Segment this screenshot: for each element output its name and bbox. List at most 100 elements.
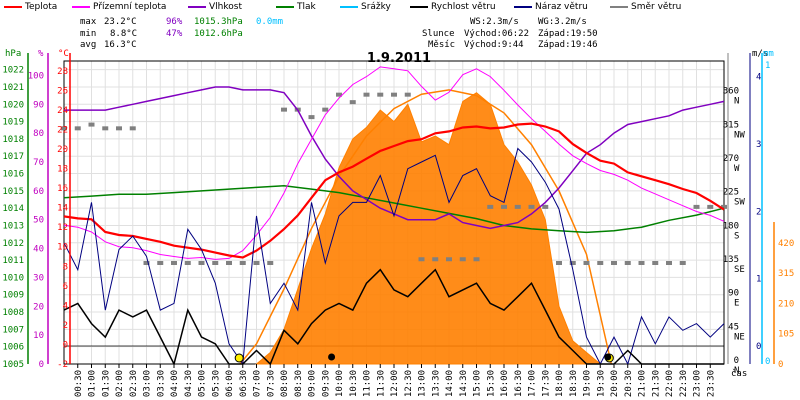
- x-tick-label: 22:30: [679, 370, 689, 397]
- temperature-axis-tick: 14: [57, 204, 68, 214]
- legend-item: Vlhkost: [188, 1, 242, 13]
- x-tick-label: 13:30: [431, 370, 441, 397]
- info-sun-set: Západ:19:50: [538, 29, 598, 39]
- direction-compass: N: [734, 97, 739, 107]
- x-tick-label: 04:00: [170, 370, 180, 397]
- wind-direction-point: [404, 92, 411, 97]
- x-tick-label: 07:30: [266, 370, 276, 397]
- legend-swatch: [610, 5, 628, 8]
- wind-direction-point: [487, 204, 494, 209]
- wind-direction-point: [116, 126, 122, 131]
- humidity-axis-tick: 80: [33, 129, 44, 139]
- wind-direction-point: [679, 261, 686, 265]
- humidity-axis-tick: 60: [33, 187, 44, 197]
- moonrise-marker: [328, 353, 336, 361]
- x-tick-label: 20:30: [624, 370, 634, 397]
- stat-avg-label: avg: [80, 40, 97, 50]
- info-moon-set: Západ:19:46: [538, 40, 598, 50]
- wind-direction-point: [61, 126, 67, 131]
- wind-direction-point: [157, 261, 164, 265]
- direction-compass: SE: [734, 265, 745, 275]
- pressure-axis-tick: 1010: [2, 273, 24, 283]
- legend-swatch: [276, 5, 294, 8]
- x-tick-label: 02:30: [129, 370, 139, 397]
- humidity-axis-tick: 50: [33, 216, 44, 226]
- x-tick-label: 08:30: [294, 370, 304, 397]
- legend-item: Tlak: [276, 1, 316, 13]
- wind-direction-point: [102, 126, 109, 131]
- wind-gust-line: [63, 147, 725, 366]
- stat-min-temp: 8.8°C: [110, 29, 138, 39]
- legend-swatch: [340, 5, 358, 8]
- direction-tick: 270: [723, 154, 739, 164]
- x-tick-label: 21:00: [638, 370, 648, 397]
- stat-min-hum: 47%: [166, 29, 183, 39]
- x-tick-label: 15:30: [486, 370, 496, 397]
- wind-direction-point: [459, 257, 466, 262]
- wind-direction-point: [253, 261, 260, 265]
- pressure-axis-tick: 1017: [2, 152, 24, 162]
- wind-direction-point: [391, 92, 397, 97]
- legend-swatch: [72, 5, 90, 8]
- temperature-axis-tick: 22: [57, 125, 68, 135]
- x-tick-label: 10:30: [349, 370, 359, 397]
- temperature-axis-tick: 4: [63, 301, 68, 311]
- legend-swatch: [410, 5, 428, 8]
- humidity-axis-tick: 20: [33, 302, 44, 312]
- direction-tick: 45: [728, 322, 739, 332]
- wind-direction-point: [721, 204, 727, 209]
- legend-item: Srážky: [340, 1, 391, 13]
- pressure-axis-tick: 1013: [2, 221, 24, 231]
- legend-label: Vlhkost: [209, 2, 242, 12]
- x-tick-label: 16:00: [500, 370, 510, 397]
- direction-tick: 315: [723, 120, 739, 130]
- wind-direction-point: [212, 261, 219, 265]
- info-sun-label: Slunce: [422, 29, 455, 39]
- x-tick-label: 09:30: [321, 370, 331, 397]
- wind-direction-point: [693, 204, 700, 209]
- x-tick-label: 10:00: [335, 370, 345, 397]
- x-tick-label: 17:00: [528, 370, 538, 397]
- pressure-axis-tick: 1011: [2, 256, 24, 266]
- x-tick-label: 06:00: [225, 370, 235, 397]
- temperature-axis-tick: 26: [57, 86, 68, 96]
- humidity-axis-tick: 70: [33, 158, 44, 168]
- x-tick-label: 16:30: [514, 370, 524, 397]
- wind-direction-point: [184, 261, 191, 265]
- humidity-axis-tick: 40: [33, 245, 44, 255]
- direction-compass: NW: [734, 130, 745, 140]
- solar-tick: 0: [778, 360, 783, 370]
- direction-tick: 360: [723, 87, 739, 97]
- legend-label: Náraz větru: [535, 2, 588, 12]
- legend-label: Směr větru: [631, 2, 682, 12]
- temperature-axis-tick: 0: [63, 340, 68, 350]
- direction-tick: 90: [728, 289, 739, 299]
- wind-direction-point: [514, 204, 521, 209]
- wind-direction-point: [583, 261, 590, 265]
- pressure-axis-tick: 1012: [2, 239, 24, 249]
- stat-max-temp: 23.2°C: [104, 17, 137, 27]
- x-tick-label: 18:30: [569, 370, 579, 397]
- info-wg: WG:3.2m/s: [538, 17, 587, 27]
- wind-direction-point: [226, 261, 232, 265]
- wind-direction-point: [501, 204, 507, 209]
- humidity-line: [64, 86, 725, 230]
- legend-item: Směr větru: [610, 1, 681, 13]
- moonset-marker: [604, 353, 612, 361]
- x-tick-label: 02:00: [115, 370, 125, 397]
- x-tick-label: 21:30: [651, 370, 661, 397]
- rain-axis-label: mm: [763, 49, 774, 59]
- humidity-axis-tick: 30: [33, 273, 44, 283]
- temperature-line: [63, 122, 725, 259]
- wind-direction-point: [542, 204, 549, 209]
- wind-direction-point: [528, 204, 535, 209]
- temperature-axis-tick: 20: [57, 145, 68, 155]
- wind-direction-point: [88, 122, 95, 127]
- x-tick-label: 07:00: [253, 370, 263, 397]
- temperature-axis-tick: 10: [57, 243, 68, 253]
- x-axis-label: čas: [731, 368, 747, 379]
- solar-tick: 105: [778, 330, 794, 340]
- info-moon-label: Měsíc: [428, 40, 456, 50]
- pressure-axis-tick: 1005: [2, 360, 24, 370]
